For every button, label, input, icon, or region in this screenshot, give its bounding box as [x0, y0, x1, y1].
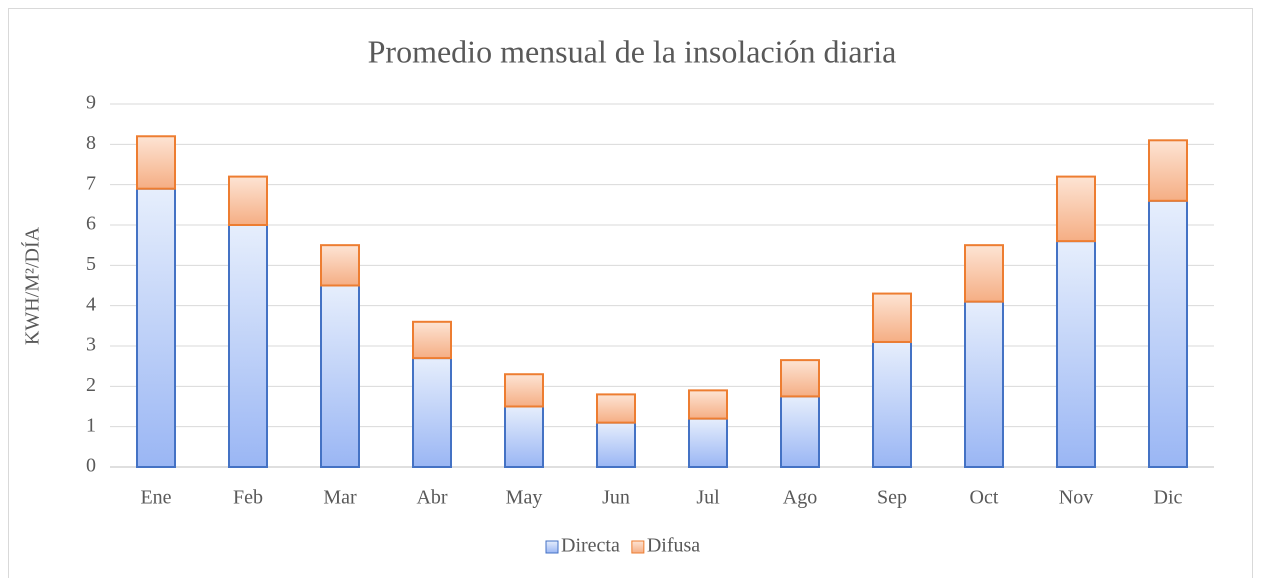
chart-border	[8, 8, 1253, 578]
y-tick-label: 0	[86, 455, 96, 477]
bar-segment	[1056, 175, 1096, 243]
y-tick-label: 7	[86, 172, 96, 194]
y-tick-label: 9	[86, 92, 96, 114]
bar-segment	[504, 405, 544, 468]
x-tick-label: Jun	[602, 487, 630, 509]
bar-segment	[412, 320, 452, 360]
bar-segment	[320, 244, 360, 287]
bar-segment	[596, 421, 636, 468]
x-tick-label: Mar	[323, 487, 357, 509]
legend-swatch	[631, 540, 645, 554]
y-tick-label: 3	[86, 334, 96, 356]
bar-segment	[872, 292, 912, 343]
x-tick-label: May	[506, 487, 543, 509]
legend-label: Difusa	[647, 535, 700, 557]
chart-title: Promedio mensual de la insolación diaria	[368, 33, 897, 69]
y-axis-label: KWH/M²/DÍA	[21, 226, 44, 345]
y-tick-label: 8	[86, 132, 96, 154]
x-tick-label: Jul	[696, 487, 720, 509]
bar-segment	[320, 284, 360, 468]
y-tick-label: 6	[86, 213, 96, 235]
bar-segment	[1148, 139, 1188, 202]
bar-segment	[504, 373, 544, 408]
legend-label: Directa	[561, 535, 620, 557]
x-tick-label: Oct	[970, 487, 999, 509]
bar-segment	[596, 393, 636, 424]
legend-swatch	[545, 540, 559, 554]
bar-segment	[964, 244, 1004, 303]
x-tick-label: Ene	[140, 487, 171, 509]
bar-segment	[1148, 199, 1188, 469]
x-tick-label: Ago	[783, 487, 817, 509]
x-tick-label: Abr	[416, 487, 447, 509]
bar-segment	[136, 187, 176, 468]
y-tick-label: 2	[86, 374, 96, 396]
bar-segment	[228, 175, 268, 227]
y-tick-label: 1	[86, 414, 96, 436]
bar-segment	[688, 417, 728, 469]
x-tick-label: Dic	[1154, 487, 1183, 509]
bar-segment	[688, 389, 728, 420]
bar-segment	[228, 224, 268, 468]
x-tick-label: Nov	[1059, 487, 1093, 509]
y-tick-label: 4	[86, 293, 96, 315]
bar-segment	[872, 340, 912, 469]
bar-segment	[780, 359, 820, 398]
bar-segment	[136, 135, 176, 190]
bar-segment	[412, 357, 452, 469]
y-tick-label: 5	[86, 253, 96, 275]
x-tick-label: Feb	[233, 487, 263, 509]
bar-segment	[1056, 240, 1096, 468]
bar-segment	[780, 395, 820, 468]
x-tick-label: Sep	[877, 487, 907, 509]
bar-segment	[964, 300, 1004, 468]
